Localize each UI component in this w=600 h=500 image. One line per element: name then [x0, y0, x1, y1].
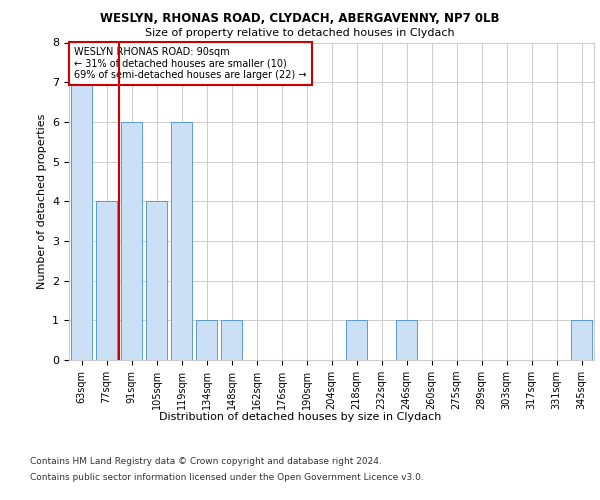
Bar — [196, 320, 217, 360]
Bar — [71, 82, 92, 360]
Bar — [571, 320, 592, 360]
Text: WESLYN RHONAS ROAD: 90sqm
← 31% of detached houses are smaller (10)
69% of semi-: WESLYN RHONAS ROAD: 90sqm ← 31% of detac… — [74, 48, 307, 80]
Text: Contains public sector information licensed under the Open Government Licence v3: Contains public sector information licen… — [30, 472, 424, 482]
Y-axis label: Number of detached properties: Number of detached properties — [37, 114, 47, 289]
Bar — [221, 320, 242, 360]
Text: Distribution of detached houses by size in Clydach: Distribution of detached houses by size … — [159, 412, 441, 422]
Text: Size of property relative to detached houses in Clydach: Size of property relative to detached ho… — [145, 28, 455, 38]
Text: Contains HM Land Registry data © Crown copyright and database right 2024.: Contains HM Land Registry data © Crown c… — [30, 458, 382, 466]
Bar — [96, 201, 117, 360]
Text: WESLYN, RHONAS ROAD, CLYDACH, ABERGAVENNY, NP7 0LB: WESLYN, RHONAS ROAD, CLYDACH, ABERGAVENN… — [100, 12, 500, 26]
Bar — [121, 122, 142, 360]
Bar — [346, 320, 367, 360]
Bar — [146, 201, 167, 360]
Bar — [171, 122, 192, 360]
Bar — [396, 320, 417, 360]
